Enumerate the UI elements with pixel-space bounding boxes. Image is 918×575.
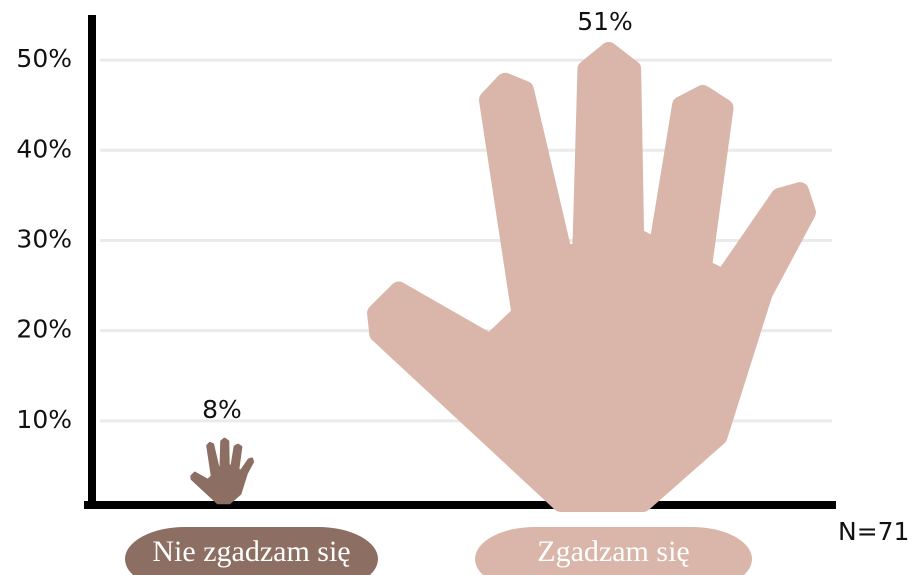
y-tick-label: 20% bbox=[16, 315, 72, 344]
hand-icon bbox=[367, 42, 816, 513]
y-tick-label: 40% bbox=[16, 134, 72, 163]
hand-icon bbox=[190, 437, 255, 505]
category-pill bbox=[475, 527, 752, 575]
y-tick-label: 10% bbox=[16, 405, 72, 434]
value-label: 51% bbox=[577, 7, 633, 36]
y-tick-label: 50% bbox=[16, 44, 72, 73]
value-label: 8% bbox=[202, 395, 242, 424]
category-label: Nie zgadzam się bbox=[152, 535, 350, 568]
sample-size: N=71 bbox=[838, 517, 909, 546]
category-pill bbox=[125, 527, 378, 575]
y-tick-label: 30% bbox=[16, 224, 72, 253]
category-label: Zgadzam się bbox=[537, 535, 689, 568]
